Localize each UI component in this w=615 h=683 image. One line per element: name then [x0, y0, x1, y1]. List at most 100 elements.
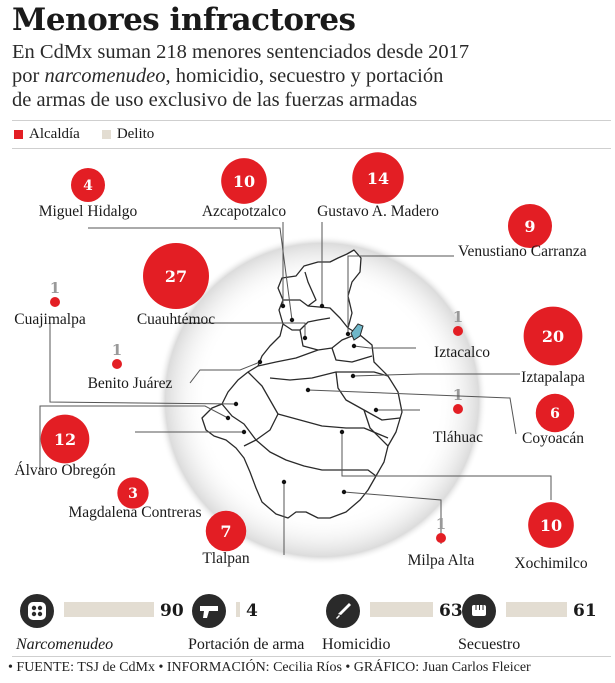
bubble-xochimilco	[528, 502, 574, 548]
location-dot-tlalpan	[281, 479, 287, 485]
border-tlahuac	[363, 409, 389, 447]
border-xochimilco	[277, 413, 389, 439]
leader-line-iztacalco	[353, 345, 416, 349]
location-dot-gustavo-a-madero	[319, 303, 325, 309]
bubble-cuajimalpa	[50, 297, 60, 307]
gun-icon	[192, 594, 226, 628]
location-dot-cuauhtemoc	[302, 335, 308, 341]
alcaldia-bubble-map: 4 Miguel Hidalgo 10 Azcapotzalco 14 Gustavo A…	[14, 152, 588, 572]
bar-label-portacion-de-arma: Portación de arma	[188, 636, 305, 653]
border-benito-juarez	[257, 349, 319, 367]
cdmx-map	[201, 249, 403, 519]
bubble-cuauhtemoc	[143, 243, 209, 309]
bubble-value-cuauhtemoc: 27	[165, 267, 187, 286]
bubble-miguel-hidalgo	[70, 167, 106, 203]
alcaldia-label-cuajimalpa: Cuajimalpa	[14, 311, 86, 328]
alcaldia-label-iztacalco: Iztacalco	[434, 344, 490, 361]
border-cuauhtemoc	[299, 329, 353, 351]
alcaldia-label-xochimilco: Xochimilco	[514, 555, 587, 572]
bubble-value-tlahuac: 1	[453, 386, 463, 404]
leader-line-coyoacan	[307, 389, 517, 435]
legend-swatch-alcaldia	[14, 130, 23, 139]
bubble-alvaro-obregon	[40, 414, 90, 464]
location-dot-iztapalapa	[350, 373, 356, 379]
bar-value-portacion-de-arma: 4	[246, 601, 258, 621]
alcaldia-label-azcapotzalco: Azcapotzalco	[202, 203, 287, 220]
bubble-azcapotzalco	[221, 158, 267, 204]
bubble-value-venustiano-carranza: 9	[524, 217, 535, 236]
chart-title: Menores infractores	[12, 2, 356, 38]
bar-secuestro	[506, 602, 567, 617]
location-dot-tlahuac	[373, 407, 379, 413]
leader-line-cuauhtemoc	[176, 322, 306, 338]
bubble-value-azcapotzalco: 10	[233, 172, 255, 191]
bubble-value-coyoacan: 6	[550, 406, 560, 422]
location-dot-coyoacan	[305, 387, 311, 393]
location-dot-benito-juarez	[257, 359, 263, 365]
leader-line-venustiano-carranza	[347, 255, 454, 334]
bubble-value-magdalena-contreras: 3	[128, 486, 138, 502]
leader-line-iztapalapa	[352, 373, 520, 377]
subtitle-line-2-emphasis: narcomenudeo	[44, 65, 166, 87]
source-note: • FUENTE: TSJ de CdMx • INFORMACIÓN: Cec…	[8, 660, 531, 675]
map-marks: 4 Miguel Hidalgo 10 Azcapotzalco 14 Gustavo A…	[14, 152, 588, 572]
bar-homicidio	[370, 602, 433, 617]
leader-line-milpa-alta	[343, 491, 442, 544]
legend-label-alcaldia: Alcaldía	[29, 126, 80, 142]
bubble-value-benito-juarez: 1	[112, 341, 122, 359]
location-dot-xochimilco	[339, 429, 345, 435]
bar-label-homicidio: Homicidio	[322, 636, 391, 653]
subtitle-line-1: En CdMx suman 218 menores sentenciados d…	[12, 41, 470, 63]
border-azcapotzalco	[283, 271, 317, 307]
bar-label-narcomenudeo: Narcomenudeo	[16, 636, 114, 653]
bubble-value-tlalpan: 7	[220, 522, 231, 541]
bubble-value-iztapalapa: 20	[542, 327, 564, 346]
location-dot-magdalena-contreras	[241, 429, 247, 435]
bubble-gustavo-a-madero	[352, 152, 404, 204]
border-iztapalapa	[335, 371, 401, 421]
bubble-value-alvaro-obregon: 12	[54, 430, 76, 449]
alcaldia-label-alvaro-obregon: Álvaro Obregón	[14, 462, 115, 479]
bubble-value-miguel-hidalgo: 4	[83, 178, 93, 194]
bubble-tlahuac	[453, 404, 463, 414]
subtitle-line-2-post: , homicidio, secuestro y portación	[165, 65, 444, 87]
location-dot-iztacalco	[351, 343, 357, 349]
legend: Alcaldía Delito	[14, 126, 154, 143]
alcaldia-label-coyoacan: Coyoacán	[522, 430, 584, 447]
bar-label-secuestro: Secuestro	[458, 636, 521, 653]
bubble-magdalena-contreras	[117, 477, 149, 509]
location-dot-azcapotzalco	[280, 303, 286, 309]
alcaldia-label-milpa-alta: Milpa Alta	[408, 552, 475, 569]
bar-value-secuestro: 61	[573, 601, 597, 621]
bubble-iztapalapa	[523, 306, 583, 366]
alcaldia-label-venustiano-carranza: Venustiano Carranza	[458, 243, 587, 260]
divider-legend	[12, 148, 611, 149]
border-iztacalco	[331, 347, 373, 363]
border-gam	[307, 305, 349, 329]
bubble-coyoacan	[535, 393, 575, 433]
location-dot-miguel-hidalgo	[289, 317, 295, 323]
bubble-venustiano-carranza	[507, 203, 553, 249]
alcaldia-label-cuauhtemoc: Cuauhtémoc	[137, 311, 215, 328]
bubble-value-iztacalco: 1	[453, 308, 463, 326]
knife-icon	[326, 594, 360, 628]
subtitle-line-3: de armas de uso exclusivo de las fuerzas…	[12, 89, 418, 111]
legend-swatch-delito	[101, 130, 111, 139]
venustiano-carranza-highlight	[350, 323, 364, 341]
divider-top	[12, 120, 611, 121]
bubble-value-xochimilco: 10	[540, 516, 562, 535]
alcaldia-label-miguel-hidalgo: Miguel Hidalgo	[39, 203, 138, 220]
legend-label-delito: Delito	[116, 126, 155, 142]
bubble-milpa-alta	[436, 533, 446, 543]
leader-line-alvaro-obregon	[39, 405, 229, 470]
dots-icon	[20, 594, 54, 628]
bar-portacion-de-arma	[236, 602, 240, 617]
bubble-value-gustavo-a-madero: 14	[367, 169, 389, 188]
location-dot-cuajimalpa	[233, 401, 239, 407]
chart-subtitle: En CdMx suman 218 menores sentenciados d…	[12, 40, 612, 112]
leader-line-cuajimalpa	[49, 322, 237, 405]
bubble-iztacalco	[453, 326, 463, 336]
location-dot-alvaro-obregon	[225, 415, 231, 421]
alcaldia-label-benito-juarez: Benito Juárez	[88, 375, 173, 392]
alcaldia-label-gustavo-a-madero: Gustavo A. Madero	[317, 203, 439, 220]
